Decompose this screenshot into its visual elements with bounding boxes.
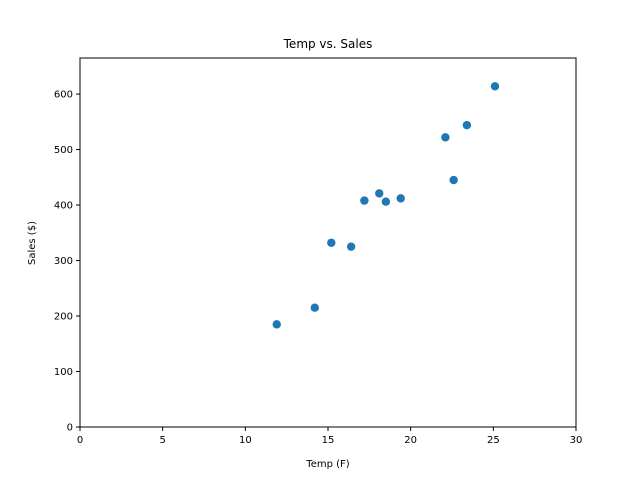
x-tick-label: 15: [322, 435, 335, 446]
y-tick-label: 600: [54, 90, 73, 101]
x-tick-label: 30: [570, 435, 583, 446]
y-tick-label: 500: [54, 145, 73, 156]
y-axis-label: Sales ($): [27, 221, 38, 265]
data-point-10: [449, 175, 458, 185]
x-tick-label: 20: [404, 435, 417, 446]
data-point-1: [272, 320, 281, 329]
data-point-4: [346, 242, 356, 251]
y-tick-label: 200: [54, 312, 73, 323]
data-point-5: [360, 196, 369, 205]
y-tick-label: 0: [67, 423, 73, 434]
x-tick-label: 0: [77, 435, 83, 446]
data-point-6: [375, 189, 384, 198]
y-tick-label: 100: [54, 367, 73, 378]
y-tick-label: 300: [54, 256, 73, 267]
data-point-9: [441, 133, 450, 142]
x-tick-label: 5: [159, 435, 165, 446]
x-tick-label: 25: [487, 435, 500, 446]
data-point-3: [327, 238, 336, 247]
data-point-11: [462, 120, 472, 130]
x-tick-label: 10: [239, 435, 252, 446]
data-point-8: [396, 194, 405, 203]
data-point-2: [310, 303, 319, 312]
data-point-12: [490, 82, 500, 91]
chart-title: Temp vs. Sales: [283, 37, 373, 51]
data-point-7: [381, 197, 391, 206]
y-tick-label: 400: [54, 201, 73, 212]
x-axis-label: Temp (F): [305, 459, 349, 470]
